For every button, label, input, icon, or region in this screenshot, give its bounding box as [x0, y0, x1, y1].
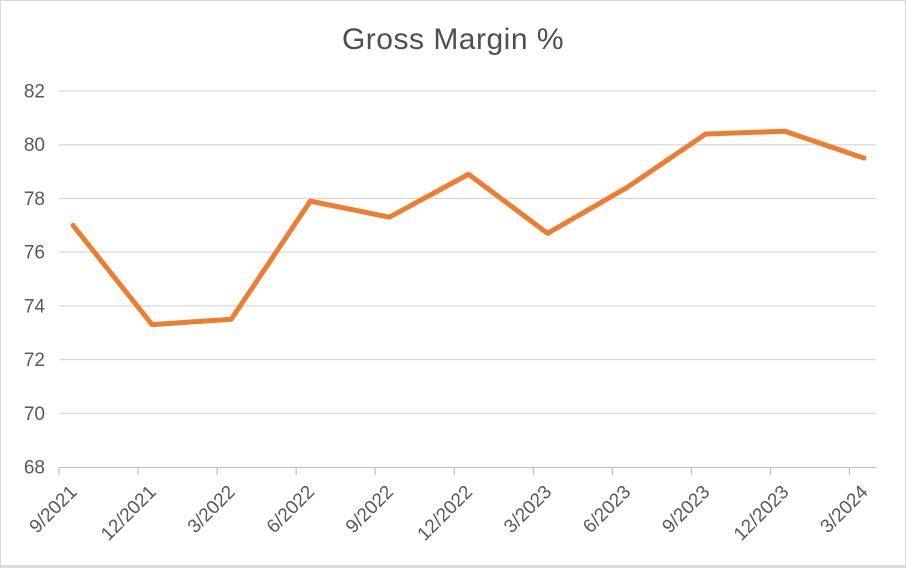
x-axis-tick-label: 3/2023	[500, 482, 556, 538]
y-axis-tick-label: 80	[24, 135, 45, 156]
x-axis-tick-label: 12/2021	[97, 482, 160, 545]
x-axis-tick-label: 12/2023	[730, 482, 793, 545]
x-axis-tick-label: 6/2023	[579, 482, 635, 538]
y-axis-tick-label: 74	[24, 296, 46, 317]
x-axis-tick-label: 3/2022	[184, 482, 240, 538]
x-axis-labels-group: 9/2021 12/2021 3/2022 6/2022 9/2022 12/2022 3/…	[26, 481, 873, 545]
x-axis-tick-label: 9/2022	[342, 482, 398, 538]
x-axis-tick-label: 12/2022	[414, 482, 477, 545]
y-axis-tick-label: 70	[24, 404, 45, 425]
series-line-gross-margin	[70, 128, 867, 328]
x-axis-tick-label: 3/2024	[817, 481, 873, 537]
y-axis-tick-label: 72	[24, 350, 45, 371]
y-axis-tick-label: 76	[24, 243, 45, 264]
y-axis-tick-label: 68	[24, 458, 45, 479]
y-axis-tick-label: 78	[24, 189, 45, 210]
gridlines-group	[59, 90, 876, 414]
y-axis-tick-label: 82	[24, 82, 45, 103]
x-axis-tick-label: 9/2021	[26, 482, 82, 538]
x-axis-tick-label: 6/2022	[263, 482, 319, 538]
y-axis-labels-group: 68 70 72 74 76 78 80 82	[24, 82, 46, 479]
x-axis-group	[58, 466, 876, 475]
x-axis-tick-label: 9/2023	[658, 482, 714, 538]
chart-title: Gross Margin %	[341, 23, 565, 56]
series-group	[70, 128, 867, 328]
